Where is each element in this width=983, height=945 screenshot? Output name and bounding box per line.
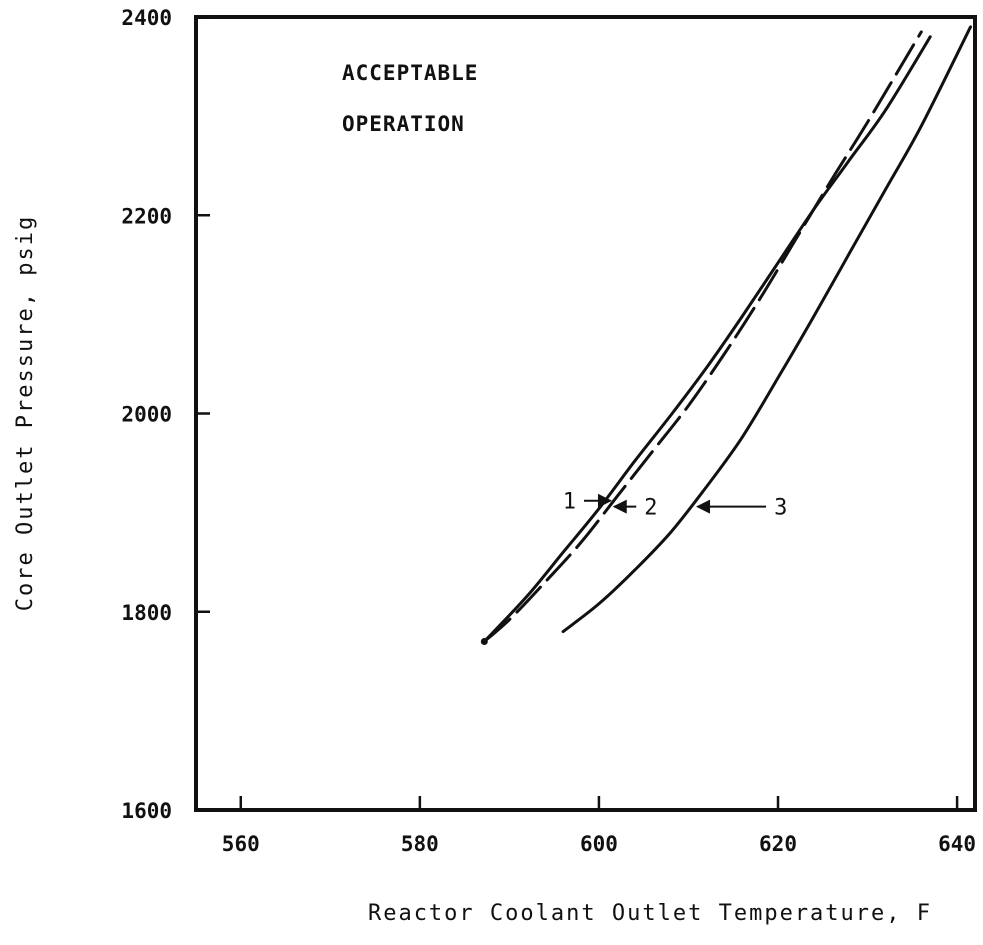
x-tick-label: 620: [759, 832, 797, 856]
x-tick-label: 600: [580, 832, 618, 856]
series-2-line: [482, 30, 923, 643]
annotation-line-2: OPERATION: [342, 112, 465, 136]
series-layer: [480, 25, 972, 645]
series-1-line: [482, 35, 932, 643]
curve-origin-point: [480, 637, 488, 645]
y-tick-label: 1800: [121, 601, 172, 625]
annotation-line-1: ACCEPTABLE: [342, 61, 478, 85]
y-tick-label: 2000: [121, 403, 172, 427]
series-3-line: [561, 25, 972, 634]
curve-label-layer: 1 2 3: [563, 490, 788, 521]
x-axis-ticks: 560 580 600 620 640: [222, 796, 976, 856]
x-axis-title: Reactor Coolant Outlet Temperature, F: [368, 901, 932, 926]
curve-label-3: 3: [774, 496, 787, 521]
y-axis-title: Core Outlet Pressure, psig: [13, 215, 38, 611]
y-tick-label: 1600: [121, 799, 172, 823]
curve-label-1: 1: [563, 490, 576, 515]
x-tick-label: 580: [401, 832, 439, 856]
y-tick-label: 2400: [121, 6, 172, 30]
curve-label-2: 2: [644, 496, 657, 521]
y-tick-label: 2200: [121, 204, 172, 228]
y-axis-ticks: 1600 1800 2000 2200 2400: [121, 6, 210, 823]
x-tick-label: 560: [222, 832, 260, 856]
x-tick-label: 640: [938, 832, 976, 856]
